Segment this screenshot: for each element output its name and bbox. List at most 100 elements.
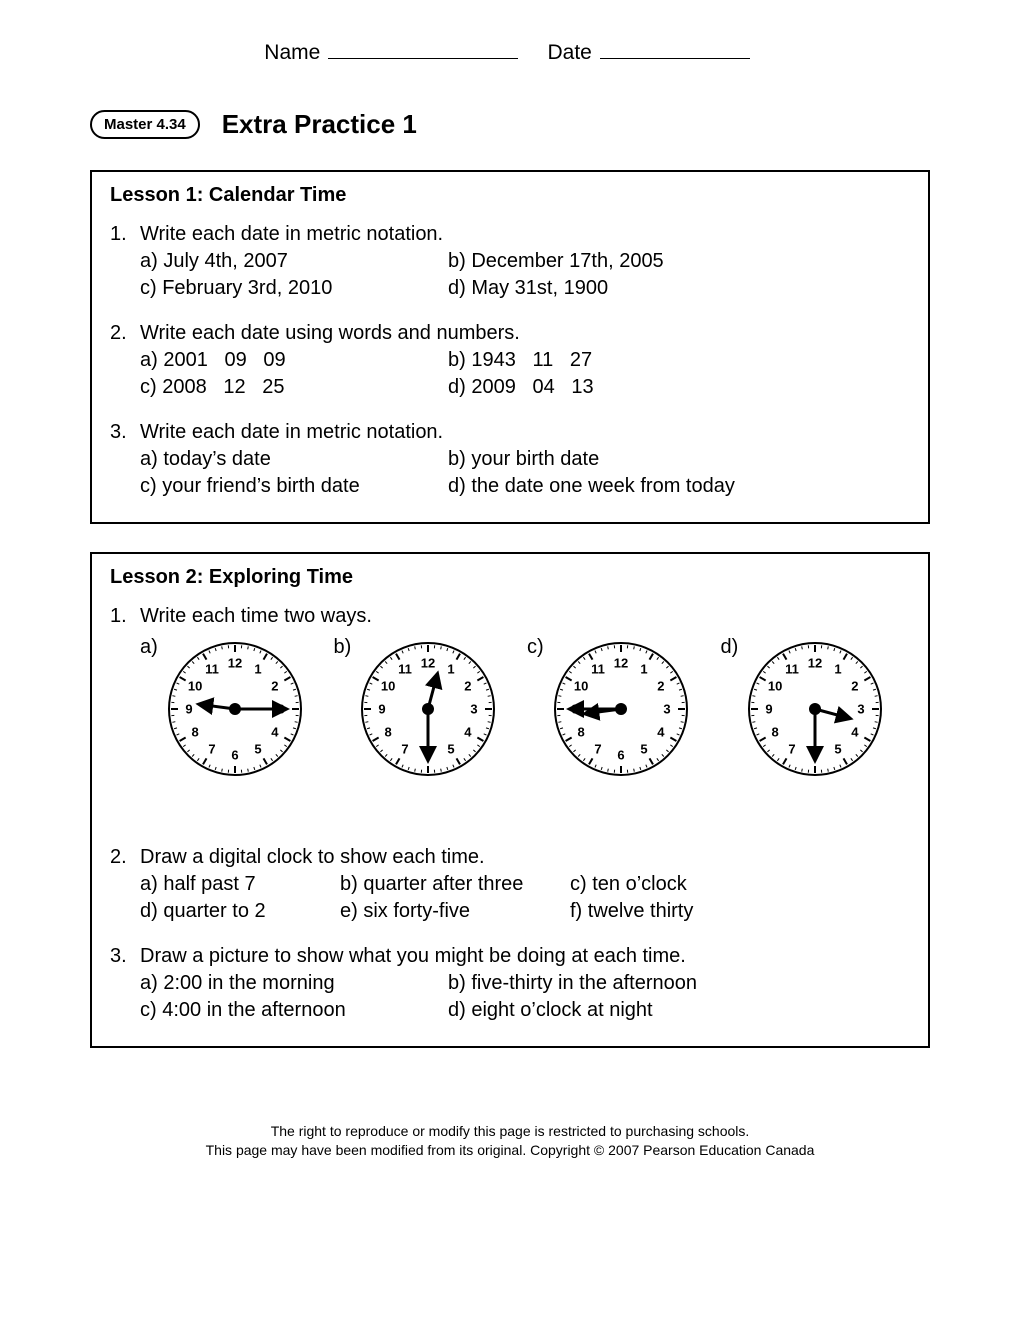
q3-c: c) your friend’s birth date xyxy=(140,473,448,500)
clock-icon: 123456789101112 xyxy=(160,634,310,784)
svg-text:9: 9 xyxy=(185,702,192,717)
svg-text:4: 4 xyxy=(465,725,473,740)
date-blank[interactable] xyxy=(600,38,750,59)
svg-text:4: 4 xyxy=(852,725,860,740)
header-line: Name Date xyxy=(90,38,930,65)
l2q2-b: b) quarter after three xyxy=(340,871,570,898)
svg-text:1: 1 xyxy=(254,662,261,677)
svg-text:9: 9 xyxy=(766,702,773,717)
svg-text:10: 10 xyxy=(574,679,588,694)
svg-text:5: 5 xyxy=(835,741,842,756)
lesson1-q1: 1. Write each date in metric notation. a… xyxy=(110,221,910,302)
page-title: Extra Practice 1 xyxy=(222,109,417,140)
q-number: 1. xyxy=(110,603,140,784)
svg-text:7: 7 xyxy=(208,741,215,756)
clock-label: d) xyxy=(721,634,739,661)
lesson2-box: Lesson 2: Exploring Time 1. Write each t… xyxy=(90,552,930,1048)
q-number: 2. xyxy=(110,844,140,925)
svg-text:10: 10 xyxy=(381,679,395,694)
q3-a: a) today’s date xyxy=(140,446,448,473)
lesson2-title: Lesson 2: Exploring Time xyxy=(110,566,910,589)
svg-text:7: 7 xyxy=(789,741,796,756)
svg-text:7: 7 xyxy=(402,741,409,756)
q-number: 2. xyxy=(110,320,140,401)
svg-text:6: 6 xyxy=(231,748,238,763)
svg-text:10: 10 xyxy=(188,679,202,694)
clock-cell: d)123456789101112 xyxy=(721,634,911,784)
lesson1-title: Lesson 1: Calendar Time xyxy=(110,184,910,207)
svg-text:12: 12 xyxy=(613,656,627,671)
svg-text:11: 11 xyxy=(591,662,605,677)
svg-text:12: 12 xyxy=(421,656,435,671)
lesson1-q2: 2. Write each date using words and numbe… xyxy=(110,320,910,401)
svg-text:6: 6 xyxy=(617,748,624,763)
q2-c: c) 2008 12 25 xyxy=(140,374,448,401)
svg-text:8: 8 xyxy=(385,725,392,740)
svg-text:11: 11 xyxy=(785,662,799,677)
clocks-row: a)123456789101112b)123456789101112c)1234… xyxy=(140,634,910,784)
master-badge: Master 4.34 xyxy=(90,110,200,139)
footer: The right to reproduce or modify this pa… xyxy=(90,1122,930,1160)
svg-text:5: 5 xyxy=(640,741,647,756)
clock-cell: b)123456789101112 xyxy=(334,634,524,784)
svg-text:7: 7 xyxy=(594,741,601,756)
svg-text:11: 11 xyxy=(398,662,412,677)
clock-icon: 123456789101112 xyxy=(740,634,890,784)
svg-text:2: 2 xyxy=(657,679,664,694)
l2q3-c: c) 4:00 in the afternoon xyxy=(140,997,448,1024)
svg-text:3: 3 xyxy=(471,702,478,717)
title-row: Master 4.34 Extra Practice 1 xyxy=(90,109,930,140)
q-number: 1. xyxy=(110,221,140,302)
q-number: 3. xyxy=(110,419,140,500)
l2q2-d: d) quarter to 2 xyxy=(140,898,340,925)
svg-text:8: 8 xyxy=(191,725,198,740)
clock-cell: a)123456789101112 xyxy=(140,634,330,784)
svg-text:8: 8 xyxy=(772,725,779,740)
svg-text:10: 10 xyxy=(768,679,782,694)
l2q2-e: e) six forty-five xyxy=(340,898,570,925)
l2q2-a: a) half past 7 xyxy=(140,871,340,898)
lesson2-q1: 1. Write each time two ways. a)123456789… xyxy=(110,603,910,784)
q2-d: d) 2009 04 13 xyxy=(448,374,594,401)
lesson1-box: Lesson 1: Calendar Time 1. Write each da… xyxy=(90,170,930,524)
clock-label: c) xyxy=(527,634,544,661)
clock-label: b) xyxy=(334,634,352,661)
clock-icon: 123456789101112 xyxy=(353,634,503,784)
svg-text:3: 3 xyxy=(663,702,670,717)
q1-prompt: Write each date in metric notation. xyxy=(140,221,910,248)
svg-text:1: 1 xyxy=(835,662,842,677)
lesson2-q2: 2. Draw a digital clock to show each tim… xyxy=(110,844,910,925)
svg-text:4: 4 xyxy=(271,725,279,740)
q-number: 3. xyxy=(110,943,140,1024)
svg-text:3: 3 xyxy=(858,702,865,717)
svg-text:2: 2 xyxy=(465,679,472,694)
svg-text:4: 4 xyxy=(657,725,665,740)
q2-prompt: Write each date using words and numbers. xyxy=(140,320,910,347)
svg-text:8: 8 xyxy=(577,725,584,740)
name-blank[interactable] xyxy=(328,38,518,59)
q3-d: d) the date one week from today xyxy=(448,473,735,500)
footer-line2: This page may have been modified from it… xyxy=(90,1141,930,1160)
l2q3-d: d) eight o’clock at night xyxy=(448,997,653,1024)
svg-text:11: 11 xyxy=(205,662,219,677)
l2q3-prompt: Draw a picture to show what you might be… xyxy=(140,943,910,970)
svg-text:5: 5 xyxy=(254,741,261,756)
svg-text:2: 2 xyxy=(852,679,859,694)
svg-text:9: 9 xyxy=(379,702,386,717)
name-label: Name xyxy=(264,41,320,64)
svg-text:1: 1 xyxy=(640,662,647,677)
q3-b: b) your birth date xyxy=(448,446,599,473)
l2q2-prompt: Draw a digital clock to show each time. xyxy=(140,844,910,871)
svg-text:12: 12 xyxy=(228,656,242,671)
l2q2-f: f) twelve thirty xyxy=(570,898,910,925)
q1-b: b) December 17th, 2005 xyxy=(448,248,664,275)
q1-a: a) July 4th, 2007 xyxy=(140,248,448,275)
clock-cell: c)123456789101112 xyxy=(527,634,717,784)
q1-c: c) February 3rd, 2010 xyxy=(140,275,448,302)
q1-d: d) May 31st, 1900 xyxy=(448,275,608,302)
l2q2-c: c) ten o’clock xyxy=(570,871,910,898)
svg-text:2: 2 xyxy=(271,679,278,694)
footer-line1: The right to reproduce or modify this pa… xyxy=(90,1122,930,1141)
l2q3-a: a) 2:00 in the morning xyxy=(140,970,448,997)
date-label: Date xyxy=(548,41,592,64)
